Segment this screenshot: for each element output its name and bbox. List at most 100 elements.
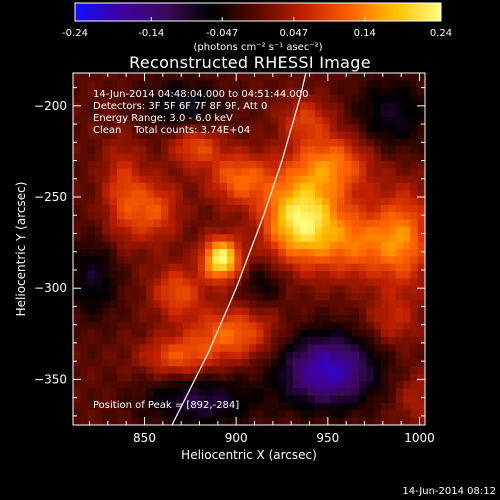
heatmap-pixel [263,168,272,177]
heatmap-pixel [124,329,133,338]
heatmap-pixel [278,417,287,425]
heatmap-pixel [227,234,235,243]
heatmap-pixel [403,373,411,382]
heatmap-pixel [315,168,323,177]
heatmap-pixel [139,417,147,425]
heatmap-pixel [410,183,419,191]
heatmap-pixel [102,234,111,243]
heatmap-pixel [87,271,96,279]
heatmap-pixel [285,219,294,228]
heatmap-pixel [300,307,309,316]
heatmap-pixel [80,271,89,279]
heatmap-pixel [168,153,177,162]
heatmap-pixel [315,212,323,221]
heatmap-pixel [337,337,345,345]
heatmap-pixel [293,300,301,309]
heatmap-pixel [395,80,404,89]
heatmap-pixel [293,249,301,257]
heatmap-pixel [417,307,425,316]
heatmap-pixel [234,109,243,118]
heatmap-pixel [80,373,89,382]
heatmap-pixel [153,234,162,243]
heatmap-pixel [285,249,294,257]
heatmap-pixel [227,359,235,367]
heatmap-pixel [388,359,397,367]
heatmap-pixel [146,73,155,81]
heatmap-pixel [131,124,140,133]
heatmap-pixel [146,205,155,213]
heatmap-pixel [109,359,118,367]
heatmap-pixel [300,315,309,323]
heatmap-pixel [87,359,96,367]
heatmap-pixel [256,117,265,125]
heatmap-pixel [153,161,162,169]
heatmap-pixel [381,117,389,125]
heatmap-pixel [403,146,411,155]
heatmap-pixel [344,219,353,228]
heatmap-pixel [366,278,375,287]
heatmap-pixel [212,168,221,177]
heatmap-pixel [329,73,338,81]
heatmap-pixel [102,278,111,287]
heatmap-pixel [124,95,133,103]
heatmap-pixel [161,351,169,360]
heatmap-pixel [417,373,425,382]
heatmap-pixel [322,153,331,162]
heatmap-pixel [73,329,81,338]
heatmap-pixel [183,293,191,301]
heatmap-pixel [337,139,345,147]
heatmap-pixel [344,183,353,191]
heatmap-pixel [263,205,272,213]
heatmap-pixel [161,175,169,184]
heatmap-pixel [161,359,169,367]
heatmap-pixel [300,117,309,125]
heatmap-pixel [109,373,118,382]
heatmap-pixel [146,117,155,125]
heatmap-pixel [315,190,323,199]
heatmap-pixel [381,109,389,118]
heatmap-pixel [146,227,155,235]
heatmap-pixel [234,300,243,309]
heatmap-pixel [351,263,360,272]
heatmap-pixel [131,73,140,81]
heatmap-pixel [117,219,125,228]
heatmap-pixel [315,153,323,162]
heatmap-pixel [285,197,294,206]
heatmap-pixel [278,322,287,331]
heatmap-pixel [410,212,419,221]
heatmap-pixel [102,285,111,294]
heatmap-pixel [102,249,111,257]
heatmap-pixel [175,307,184,316]
heatmap-pixel [139,212,147,221]
heatmap-pixel [153,410,162,419]
heatmap-pixel [241,271,250,279]
heatmap-pixel [315,351,323,360]
heatmap-pixel [80,197,89,206]
heatmap-pixel [80,322,89,331]
heatmap-pixel [190,395,199,404]
heatmap-pixel [124,307,133,316]
heatmap-pixel [227,307,235,316]
heatmap-pixel [175,124,184,133]
heatmap-pixel [315,395,323,404]
heatmap-pixel [344,87,353,96]
heatmap-pixel [183,80,191,89]
heatmap-pixel [205,80,213,89]
heatmap-pixel [315,197,323,206]
heatmap-pixel [109,300,118,309]
heatmap-pixel [359,410,367,419]
heatmap-pixel [410,241,419,250]
heatmap-pixel [183,139,191,147]
heatmap-pixel [175,366,184,375]
heatmap-pixel [168,131,177,140]
heatmap-pixel [403,315,411,323]
heatmap-pixel [80,95,89,103]
heatmap-pixel [190,410,199,419]
heatmap-pixel [300,161,309,169]
heatmap-pixel [131,410,140,419]
heatmap-pixel [417,344,425,353]
heatmap-pixel [168,410,177,419]
heatmap-pixel [293,256,301,265]
heatmap-pixel [344,227,353,235]
heatmap-pixel [197,102,206,111]
